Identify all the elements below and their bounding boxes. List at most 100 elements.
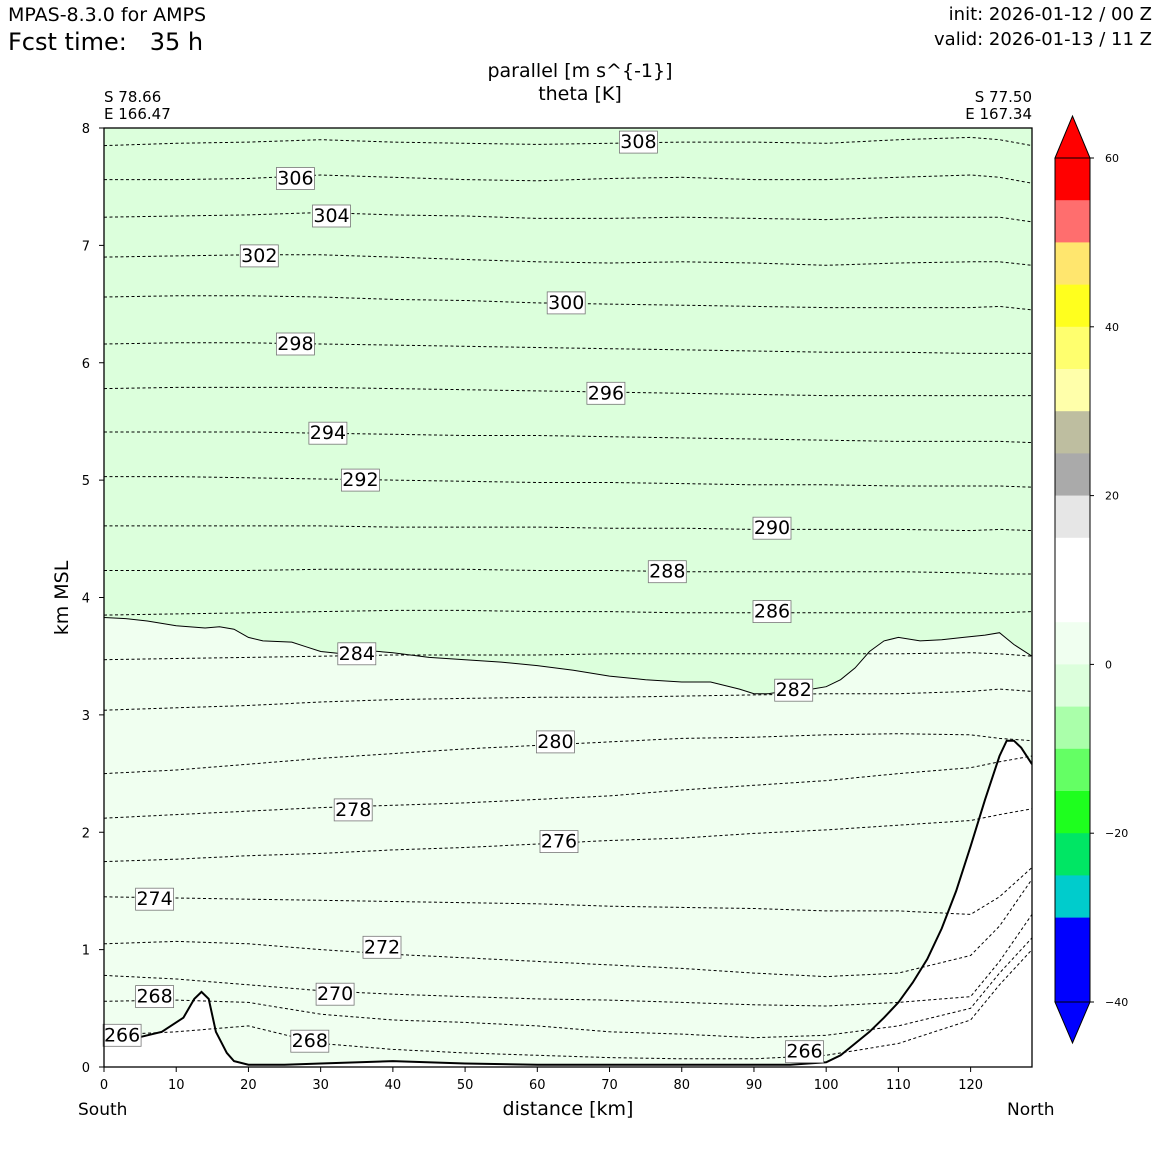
colorbar-tick-label: −40 [1105, 996, 1128, 1009]
colorbar-swatch [1055, 326, 1090, 370]
contour-label: 274 [135, 887, 175, 911]
contour-label: 272 [362, 935, 402, 959]
y-tick-label: 8 [82, 122, 90, 137]
contour-label-text: 308 [620, 131, 656, 153]
contour-label-text: 276 [541, 831, 577, 853]
contour-label-text: 302 [241, 245, 277, 267]
colorbar-swatch [1055, 369, 1090, 412]
chart-subtitle: theta [K] [538, 83, 622, 105]
contour-label-text: 294 [310, 422, 346, 444]
contour-label: 298 [275, 332, 315, 356]
start-lat: S 78.66 [104, 88, 162, 106]
contour-label-text: 304 [313, 205, 349, 227]
contour-label-text: 286 [754, 601, 790, 623]
start-lon: E 166.47 [104, 105, 171, 123]
colorbar-tick-label: −20 [1105, 827, 1128, 840]
colorbar-swatch [1055, 580, 1090, 623]
colorbar-swatch [1055, 158, 1090, 201]
isentrope-290 [104, 525, 1032, 532]
valid-time: valid: 2026-01-13 / 11 Z [934, 29, 1152, 50]
contour-label: 266 [102, 1023, 142, 1047]
y-tick-label: 1 [82, 944, 90, 959]
x-tick-label: 30 [312, 1078, 329, 1093]
contour-label: 306 [275, 167, 315, 190]
contour-label: 296 [586, 381, 626, 405]
colorbar-swatch [1055, 242, 1090, 285]
y-tick-label: 0 [82, 1061, 90, 1076]
contour-label: 304 [312, 204, 351, 228]
contour-label-text: 282 [776, 679, 812, 701]
south-label: South [78, 1100, 128, 1120]
contour-label: 276 [539, 830, 579, 853]
x-tick-label: 90 [746, 1078, 763, 1093]
colorbar-tick-label: 20 [1105, 490, 1119, 503]
y-tick-label: 2 [82, 826, 90, 841]
chart-title: parallel [m s^{-1}] [487, 60, 673, 82]
contour-label-text: 268 [136, 986, 172, 1008]
contour-label-text: 266 [104, 1024, 140, 1046]
isentrope-286 [104, 609, 1032, 616]
y-tick-label: 4 [82, 592, 90, 607]
y-tick-label: 3 [82, 709, 90, 724]
isentrope-272 [104, 878, 1032, 978]
isentrope-268 [104, 937, 1032, 1039]
colorbar-swatch [1055, 959, 1090, 1003]
isentrope-288 [104, 568, 1032, 575]
contour-label: 268 [290, 1029, 330, 1053]
contour-label: 278 [333, 798, 373, 822]
isentrope-304 [104, 211, 1032, 223]
contour-label-text: 284 [339, 643, 375, 665]
colorbar-swatch [1055, 537, 1090, 581]
isentrope-278 [104, 755, 1032, 819]
contour-label-text: 292 [342, 469, 378, 491]
contour-label: 284 [337, 642, 377, 666]
isentrope-266 [104, 949, 1032, 1060]
contour-label: 300 [546, 291, 586, 315]
contour-label: 290 [752, 516, 792, 540]
x-axis-label: distance [km] [502, 1098, 634, 1120]
contour-label: 308 [619, 130, 658, 154]
x-tick-label: 60 [529, 1078, 546, 1093]
contour-label-text: 272 [364, 936, 400, 958]
colorbar-swatch [1055, 875, 1090, 918]
contour-label-text: 300 [548, 292, 584, 314]
x-tick-label: 120 [958, 1078, 983, 1093]
colorbar-swatch [1055, 453, 1090, 496]
contour-label-text: 280 [537, 731, 573, 753]
contour-label-text: 288 [649, 561, 685, 583]
colorbar-swatch [1055, 200, 1090, 243]
colorbar-swatch [1055, 917, 1090, 961]
contour-label-text: 290 [754, 517, 790, 539]
colorbar-swatch [1055, 495, 1090, 539]
contour-label-text: 270 [317, 983, 353, 1005]
x-tick-label: 0 [100, 1078, 108, 1093]
contour-label-text: 298 [277, 333, 313, 355]
contour-label-text: 268 [292, 1030, 328, 1052]
x-tick-label: 70 [601, 1078, 618, 1093]
isentrope-302 [104, 254, 1032, 266]
end-lat: S 77.50 [974, 88, 1032, 106]
y-tick-label: 6 [82, 357, 90, 372]
contour-label: 282 [774, 678, 814, 702]
colorbar-frame [1054, 157, 1091, 1003]
contour-label: 294 [308, 421, 348, 445]
y-tick-label: 7 [82, 239, 90, 254]
wind-contour-line [104, 617, 1032, 695]
colorbar-swatch [1055, 411, 1090, 454]
contour-label-text: 278 [335, 799, 371, 821]
isentrope-298 [104, 342, 1032, 354]
colorbar-swatch [1055, 284, 1090, 328]
contour-label: 292 [340, 468, 380, 492]
isentrope-294 [104, 431, 1032, 444]
contour-label-text: 306 [277, 168, 313, 190]
contour-label-text: 296 [588, 382, 624, 404]
colorbar-swatch [1055, 664, 1090, 707]
x-tick-label: 80 [673, 1078, 690, 1093]
colorbar-extend-min [1054, 1001, 1091, 1045]
colorbar-tick-label: 40 [1105, 321, 1119, 334]
x-tick-label: 40 [385, 1078, 402, 1093]
terrain-fill [104, 740, 1032, 1067]
contour-label-text: 274 [136, 888, 172, 910]
contour-label: 302 [239, 244, 279, 268]
colorbar-swatch [1055, 748, 1090, 792]
